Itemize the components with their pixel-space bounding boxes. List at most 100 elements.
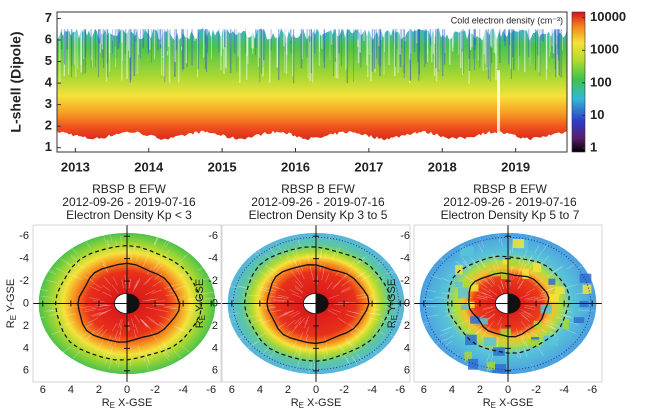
- density-streak: [537, 347, 544, 356]
- x-axis-label-part: X-GSE: [115, 397, 152, 409]
- density-streak: [46, 279, 57, 284]
- density-streak: [99, 304, 111, 307]
- x-tick-label: 4: [257, 384, 263, 396]
- density-streak: [84, 322, 94, 329]
- density-streak: [44, 267, 55, 273]
- density-streak: [351, 356, 358, 365]
- density-streak: [51, 330, 62, 335]
- density-streak: [497, 284, 503, 294]
- y-tick-label: 0: [212, 297, 218, 309]
- density-streak: [464, 275, 474, 282]
- density-patch: [470, 316, 481, 324]
- density-streak: [488, 288, 498, 296]
- density-streak: [345, 313, 357, 319]
- density-streak: [183, 250, 193, 258]
- density-streak: [143, 277, 151, 286]
- density-streak: [534, 279, 544, 287]
- density-streak: [356, 353, 363, 362]
- y-tick-label: 4: [23, 342, 29, 354]
- density-streak: [202, 292, 214, 295]
- density-streak: [247, 342, 257, 349]
- y-tick-label: 5: [45, 53, 52, 68]
- density-streak: [146, 250, 151, 259]
- density-streak: [517, 267, 522, 277]
- density-patch: [555, 286, 565, 294]
- density-streak: [165, 293, 177, 297]
- density-streak: [134, 279, 140, 289]
- colorbar-tick-label: 10: [590, 107, 604, 122]
- density-streak: [98, 339, 104, 349]
- density-streak: [343, 354, 349, 364]
- density-streak: [175, 285, 187, 290]
- y-tick-label: 6: [404, 365, 410, 377]
- density-streak: [536, 250, 543, 260]
- density-streak: [153, 300, 166, 302]
- density-streak: [144, 322, 152, 331]
- density-streak: [346, 310, 358, 314]
- density-band: [57, 28, 567, 141]
- density-streak: [288, 310, 299, 316]
- density-patch: [460, 246, 474, 257]
- density-streak: [533, 298, 546, 301]
- density-streak: [153, 261, 161, 270]
- density-streak: [66, 306, 78, 308]
- density-streak: [482, 292, 493, 297]
- density-streak: [480, 259, 486, 269]
- density-streak: [294, 287, 304, 294]
- x-tick-label: -4: [559, 384, 569, 396]
- density-streak: [517, 280, 524, 290]
- density-streak: [352, 311, 364, 316]
- density-streak: [102, 349, 107, 359]
- density-streak: [168, 288, 180, 293]
- x-tick-label: 2019: [501, 159, 530, 174]
- density-streak: [523, 311, 534, 317]
- density-streak: [304, 315, 310, 325]
- density-streak: [290, 325, 298, 334]
- density-streak: [62, 346, 71, 354]
- x-tick-label: 2018: [428, 159, 457, 174]
- density-patch: [543, 335, 558, 346]
- density-streak: [495, 260, 499, 270]
- x-axis-label-sub: E: [110, 401, 115, 409]
- density-streak: [298, 317, 306, 326]
- density-streak: [105, 349, 110, 359]
- density-patch: [512, 238, 525, 249]
- density-streak: [519, 312, 528, 320]
- density-streak: [435, 255, 445, 262]
- y-tick-label: 6: [23, 365, 29, 377]
- density-streak: [274, 286, 285, 291]
- y-axis-label: RE Y-GSE: [386, 279, 399, 328]
- density-streak: [129, 356, 131, 366]
- x-tick-label: 2017: [354, 159, 383, 174]
- density-streak: [140, 319, 147, 327]
- density-streak: [174, 296, 186, 299]
- density-streak: [92, 282, 102, 289]
- y-axis-label: RE Y-GSE: [5, 279, 18, 328]
- density-streak: [488, 277, 495, 286]
- density-streak: [152, 280, 162, 287]
- density-streak: [293, 348, 298, 357]
- density-streak: [154, 322, 164, 329]
- density-patch: [469, 284, 479, 292]
- density-streak: [246, 314, 258, 318]
- density-streak: [326, 281, 333, 290]
- density-streak: [283, 310, 295, 314]
- density-streak: [545, 324, 556, 331]
- density-streak: [358, 255, 367, 263]
- density-streak: [41, 296, 53, 298]
- density-streak: [88, 297, 100, 300]
- density-streak: [294, 317, 302, 325]
- density-streak: [330, 308, 341, 313]
- y-tick-label: 4: [45, 75, 53, 90]
- heatmap-texture: [57, 28, 567, 144]
- density-streak: [273, 299, 285, 301]
- density-streak: [157, 309, 169, 313]
- density-streak: [198, 277, 210, 282]
- density-streak: [97, 307, 109, 311]
- density-patch: [579, 300, 589, 308]
- density-streak: [475, 327, 484, 335]
- density-streak: [562, 315, 574, 319]
- density-streak: [270, 309, 282, 313]
- density-streak: [374, 276, 386, 282]
- density-streak: [341, 279, 351, 287]
